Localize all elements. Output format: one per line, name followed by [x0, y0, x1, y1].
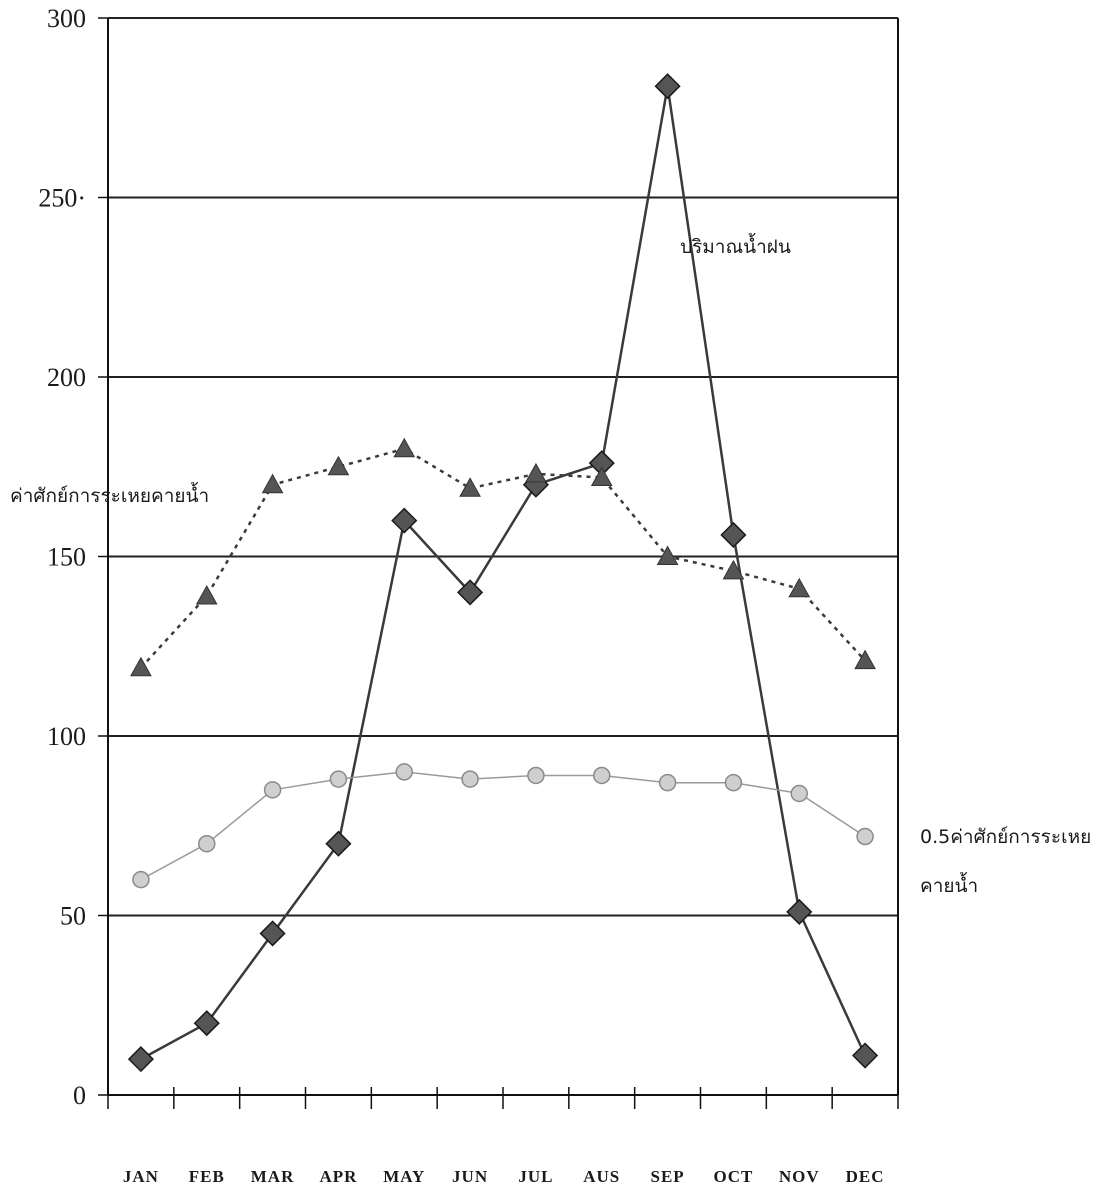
data-point [525, 462, 547, 483]
data-point [590, 466, 613, 487]
data-point [329, 770, 348, 788]
data-point [461, 770, 479, 788]
y-tick-label: 150 [47, 543, 86, 572]
data-point [654, 73, 681, 100]
series [127, 73, 879, 1073]
data-point [720, 521, 747, 549]
y-tick-label: 100 [47, 722, 86, 751]
data-point [786, 898, 813, 925]
data-point [527, 766, 545, 785]
y-tick-label: 300 [47, 4, 86, 33]
data-point [261, 473, 284, 494]
data-point [459, 477, 481, 497]
x-tick-label: NOV [779, 1167, 820, 1186]
annotation-rainfall: ปริมาณน้ำฝน [680, 233, 791, 258]
data-point [656, 545, 679, 565]
series-line [140, 85, 867, 1061]
y-tick-label: 250· [38, 184, 86, 213]
data-point [391, 507, 418, 534]
annotation-half-pet-line2: คายน้ำ [920, 872, 978, 897]
annotation-half-pet-line1: 0.5ค่าศักย์การระเหย [920, 826, 1091, 848]
x-tick-label: JUN [452, 1167, 488, 1186]
x-tick-label: DEC [846, 1167, 885, 1186]
x-tick-label: AUS [583, 1167, 620, 1186]
data-point [198, 834, 216, 853]
data-point [259, 920, 286, 947]
y-tick-label: 200 [47, 363, 86, 392]
data-point [852, 1042, 879, 1069]
series-3 [132, 763, 874, 889]
data-point [393, 437, 416, 458]
data-point [856, 827, 874, 846]
data-point [327, 455, 350, 476]
y-tick-label: 0 [73, 1081, 86, 1110]
x-tick-label: SEP [650, 1167, 684, 1186]
y-tick-labels: 0 50 100 150 200 250· 300 [38, 4, 86, 1110]
y-tick-label: 50 [60, 902, 86, 931]
data-point [195, 584, 218, 605]
data-point [193, 1010, 220, 1037]
series-line [139, 447, 867, 669]
data-point [263, 781, 282, 799]
data-point [457, 579, 484, 606]
data-point [325, 830, 352, 857]
grid-lines [108, 17, 898, 917]
x-tick-label: MAR [251, 1167, 295, 1186]
x-tick-label: APR [319, 1167, 357, 1186]
data-point [130, 656, 152, 677]
data-point [788, 577, 811, 598]
data-point [127, 1046, 154, 1073]
x-tick-label: MAY [383, 1167, 425, 1186]
x-tick-label: OCT [713, 1167, 753, 1186]
series-1 [127, 73, 879, 1073]
data-point [724, 773, 743, 792]
x-tick-label: FEB [189, 1167, 225, 1186]
data-point [854, 649, 876, 670]
data-point [593, 766, 611, 785]
data-point [132, 870, 150, 889]
axes [98, 17, 899, 1109]
data-point [722, 559, 745, 580]
data-point [658, 773, 677, 792]
x-tick-label: JUL [518, 1167, 553, 1186]
data-point [395, 763, 413, 781]
series-line [140, 771, 866, 881]
annotation-pet: ค่าศักย์การระเหยคายน้ำ [10, 482, 209, 507]
series-2 [130, 437, 876, 677]
x-tick-labels: JAN FEB MAR APR MAY JUN JUL AUS SEP OCT NOV DEC [123, 1167, 885, 1186]
data-point [790, 784, 808, 803]
x-tick-label: JAN [123, 1167, 159, 1186]
